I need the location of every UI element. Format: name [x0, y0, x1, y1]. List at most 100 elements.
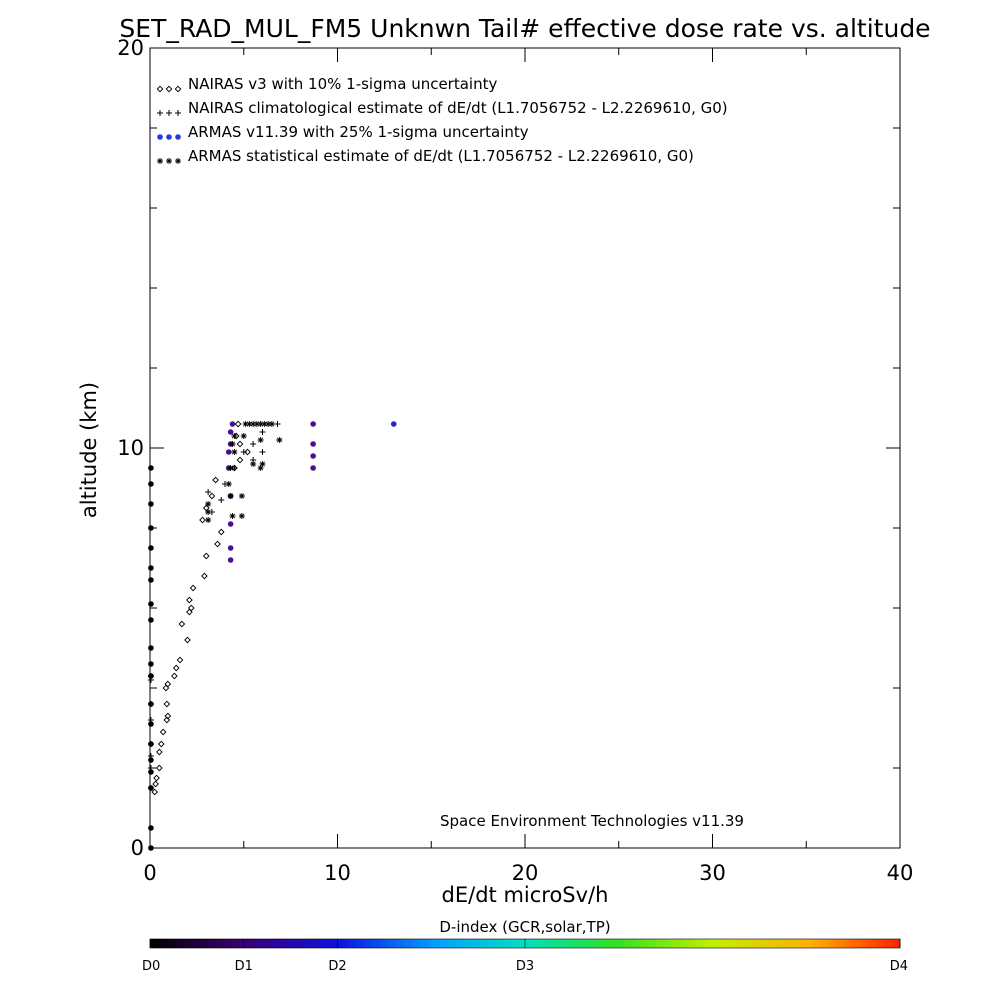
armas-measurement-point — [310, 465, 316, 471]
legend-marker-diamond — [156, 85, 164, 93]
x-tick-label: 20 — [512, 861, 539, 885]
asterisk-data-point — [205, 501, 212, 507]
asterisk-data-point — [227, 493, 234, 499]
diamond-data-point — [152, 780, 159, 788]
colorbar-label: D2 — [328, 959, 346, 974]
asterisk-data-point — [238, 493, 245, 499]
plus-data-point — [259, 449, 266, 455]
armas-measurement-point — [148, 565, 154, 571]
armas-measurement-point — [310, 453, 316, 459]
asterisk-data-point — [246, 421, 253, 427]
asterisk-data-point — [250, 421, 257, 427]
y-tick-label: 0 — [131, 836, 144, 860]
legend-marker-plus — [157, 110, 163, 116]
legend-marker-diamond — [174, 85, 182, 93]
legend-label: NAIRAS climatological estimate of dE/dt … — [188, 99, 728, 117]
legend-marker-dot — [175, 134, 181, 140]
tick-labels: 0 10 20 30 40 0 10 20 — [117, 36, 913, 885]
armas-measurement-point — [310, 441, 316, 447]
armas-measurement-point — [148, 673, 154, 679]
legend-label: ARMAS v11.39 with 25% 1-sigma uncertaint… — [188, 123, 529, 141]
diamond-data-point — [201, 572, 208, 580]
legend-marker-asterisk — [175, 158, 181, 164]
armas-measurement-point — [148, 617, 154, 623]
legend: NAIRAS v3 with 10% 1-sigma uncertainty NA… — [156, 75, 728, 165]
plus-data-point — [218, 497, 225, 503]
armas-measurement-point — [227, 557, 234, 563]
diamond-data-point — [178, 620, 186, 628]
diamond-data-point — [236, 456, 244, 464]
armas-measurement-point — [148, 757, 154, 763]
colorbar-label: D0 — [142, 959, 160, 974]
diamond-data-point — [151, 788, 159, 796]
asterisk-data-point — [276, 437, 283, 443]
diamond-data-point — [234, 420, 242, 428]
diamond-data-point — [171, 672, 178, 680]
x-tick-label: 30 — [699, 861, 726, 885]
armas-measurement-point — [310, 421, 316, 427]
diamond-data-point — [214, 540, 221, 548]
diamond-data-point — [217, 528, 225, 536]
x-tick-label: 10 — [324, 861, 351, 885]
asterisk-data-point — [231, 433, 238, 439]
colorbar-label: D1 — [235, 959, 253, 974]
colorbar-label: D4 — [890, 959, 908, 974]
plus-data-point — [205, 489, 212, 495]
asterisk-data-point — [242, 421, 249, 427]
armas-measurement-point — [148, 577, 154, 583]
armas-measurement-point — [148, 481, 154, 487]
armas-measurement-point — [148, 741, 154, 747]
colorbar-label: D3 — [516, 959, 534, 974]
y-tick-label: 20 — [117, 36, 144, 60]
asterisk-data-point — [253, 421, 260, 427]
asterisk-data-point — [257, 437, 264, 443]
armas-measurement-point — [227, 521, 234, 527]
plus-data-point — [259, 429, 266, 435]
credit-text: Space Environment Technologies v11.39 — [440, 812, 744, 830]
asterisk-data-point — [231, 449, 238, 455]
asterisk-data-point — [229, 441, 236, 447]
diamond-data-point — [186, 596, 193, 604]
armas-measurement-point — [148, 701, 154, 707]
asterisk-data-point — [257, 465, 264, 471]
armas-measurement-point — [148, 825, 154, 831]
diamond-data-point — [157, 740, 165, 748]
asterisk-data-point — [225, 481, 232, 487]
diamond-data-point — [163, 700, 171, 708]
plus-data-point — [240, 449, 247, 455]
armas-measurement-point — [148, 465, 154, 471]
legend-marker-asterisk — [157, 158, 163, 164]
diamond-data-point — [176, 656, 184, 664]
diamond-data-point — [153, 774, 160, 782]
diamond-data-point — [189, 584, 197, 592]
x-tick-label: 40 — [887, 861, 914, 885]
armas-measurement-point — [148, 785, 154, 791]
diamond-data-point — [184, 636, 191, 644]
asterisk-data-point — [268, 421, 275, 427]
legend-marker-plus — [175, 110, 181, 116]
asterisk-data-point — [259, 461, 266, 467]
diamond-data-point — [208, 492, 216, 500]
asterisk-data-point — [261, 421, 268, 427]
data-points — [147, 420, 397, 851]
armas-measurement-point — [148, 845, 154, 851]
plus-data-point — [250, 441, 257, 447]
asterisk-data-point — [250, 461, 257, 467]
armas-measurement-point — [229, 421, 236, 427]
plot-frame — [149, 47, 901, 849]
armas-measurement-point — [148, 601, 154, 607]
asterisk-data-point — [229, 513, 236, 519]
x-tick-label: 0 — [143, 861, 156, 885]
diamond-data-point — [163, 716, 171, 724]
armas-measurement-point — [148, 545, 154, 551]
diamond-data-point — [212, 476, 219, 484]
armas-measurement-point — [148, 661, 154, 667]
diamond-data-point — [244, 448, 251, 456]
legend-label: ARMAS statistical estimate of dE/dt (L1.… — [188, 147, 694, 165]
asterisk-data-point — [227, 465, 234, 471]
colorbar-title: D-index (GCR,solar,TP) — [439, 918, 610, 936]
y-axis-label: altitude (km) — [77, 382, 101, 518]
diamond-data-point — [164, 680, 172, 688]
armas-measurement-point — [148, 645, 154, 651]
armas-measurement-point — [227, 429, 234, 435]
